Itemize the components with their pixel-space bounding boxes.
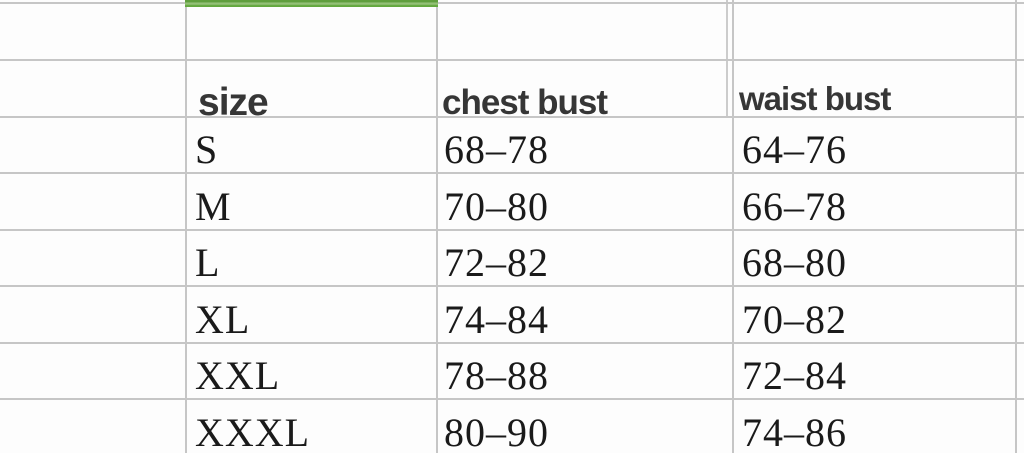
- column-header-chest-bust-label: chest bust: [442, 83, 608, 122]
- cell-waist-l[interactable]: 68–80: [742, 240, 847, 285]
- cell-size-m[interactable]: M: [195, 184, 232, 229]
- cell-size-s[interactable]: S: [195, 127, 219, 172]
- gridline-h-4: [0, 229, 1024, 231]
- gridline-v-col1: [185, 0, 187, 453]
- column-header-size[interactable]: size: [186, 60, 436, 122]
- cell-chest-xxxl[interactable]: 80–90: [444, 410, 549, 453]
- cell-waist-xxxl[interactable]: 74–86: [742, 410, 847, 453]
- gridline-h-top: [0, 2, 1024, 4]
- cell-size-l[interactable]: L: [195, 240, 221, 285]
- cell-chest-xl[interactable]: 74–84: [444, 297, 549, 342]
- gridline-h-7: [0, 398, 1024, 400]
- column-header-size-label: size: [198, 81, 269, 124]
- cell-waist-xxl[interactable]: 72–84: [742, 353, 847, 398]
- gridline-h-6: [0, 342, 1024, 344]
- cell-size-xxxl[interactable]: XXXL: [195, 410, 311, 453]
- selection-highlight-bar: [185, 0, 438, 7]
- cell-chest-m[interactable]: 70–80: [444, 184, 549, 229]
- cell-size-xl[interactable]: XL: [195, 297, 251, 342]
- gridline-h-5: [0, 285, 1024, 287]
- cell-chest-s[interactable]: 68–78: [444, 127, 549, 172]
- cell-waist-m[interactable]: 66–78: [742, 184, 847, 229]
- gridline-h-1: [0, 59, 1024, 61]
- column-header-chest-bust[interactable]: chest bust: [438, 60, 732, 122]
- cell-waist-xl[interactable]: 70–82: [742, 297, 847, 342]
- column-header-waist-bust-label: waist bust: [739, 80, 891, 117]
- gridline-h-3: [0, 172, 1024, 174]
- gridline-v-seam: [726, 0, 728, 117]
- gridline-h-2: [0, 116, 1024, 118]
- cell-size-xxl[interactable]: XXL: [195, 353, 281, 398]
- gridline-v-col2: [436, 0, 438, 453]
- column-header-waist-bust[interactable]: waist bust: [734, 60, 1015, 117]
- cell-waist-s[interactable]: 64–76: [742, 127, 847, 172]
- cell-chest-l[interactable]: 72–82: [444, 240, 549, 285]
- cell-chest-xxl[interactable]: 78–88: [444, 353, 549, 398]
- gridline-v-col3: [732, 0, 734, 453]
- gridline-v-col4: [1015, 0, 1017, 453]
